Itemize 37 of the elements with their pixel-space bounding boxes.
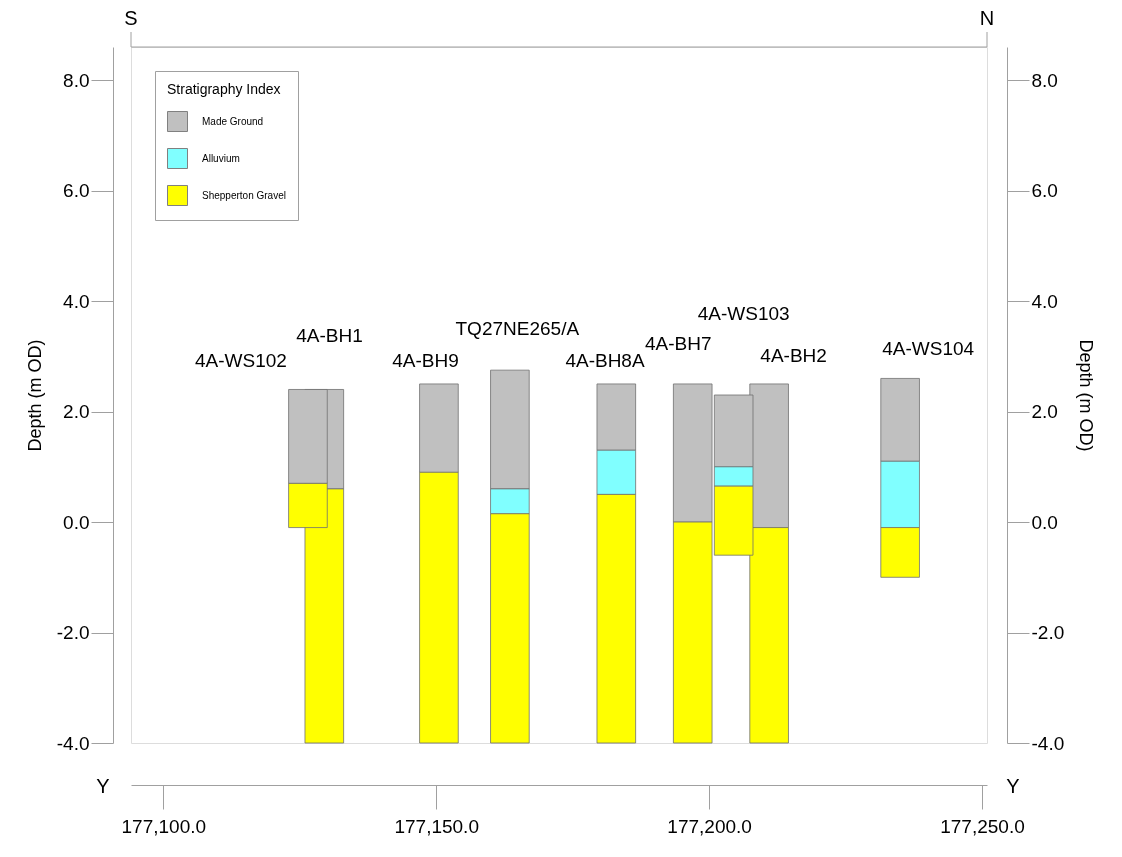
y2-tick-label: -4.0 xyxy=(1031,732,1065,754)
x-tick-label: 177,200.0 xyxy=(667,815,752,837)
legend-label: Shepperton Gravel xyxy=(202,189,286,201)
annotation: TQ27NE265/A xyxy=(455,318,580,340)
annotation: 4A-BH2 xyxy=(760,344,827,366)
y-tick-label: 6.0 xyxy=(63,180,90,202)
annotation: 4A-WS102 xyxy=(195,350,287,372)
legend-title: Stratigraphy Index xyxy=(167,81,281,97)
annotation: 4A-BH9 xyxy=(392,349,459,371)
y2-tick-label: 8.0 xyxy=(1031,69,1058,91)
text: Y xyxy=(96,775,110,797)
y-tick-label: -4.0 xyxy=(56,732,90,754)
x-tick-label: 177,250.0 xyxy=(940,815,1025,837)
legend-label: Alluvium xyxy=(202,152,240,164)
text: N xyxy=(979,7,995,29)
y2-tick-label: 4.0 xyxy=(1031,290,1058,312)
y-tick-label: 4.0 xyxy=(63,290,90,312)
y2-tick-label: -2.0 xyxy=(1031,622,1065,644)
text: Y xyxy=(1006,775,1020,797)
annotation: 4A-BH1 xyxy=(296,325,363,347)
annotation: 4A-BH8A xyxy=(565,349,645,371)
text: S xyxy=(124,7,138,29)
y-axis-title: Depth (m OD) xyxy=(24,339,45,452)
y2-tick-label: 0.0 xyxy=(1031,511,1058,533)
x-tick-label: 177,150.0 xyxy=(394,815,479,837)
annotation: 4A-WS104 xyxy=(882,338,975,360)
annotation: 4A-WS103 xyxy=(697,303,790,324)
y-tick-label: -2.0 xyxy=(56,622,90,644)
y2-axis-title: Depth (m OD) xyxy=(1076,339,1097,452)
y-tick-label: 8.0 xyxy=(63,69,90,91)
y2-tick-label: 2.0 xyxy=(1031,401,1058,423)
x-tick-label: 177,100.0 xyxy=(121,815,207,837)
legend-label: Made Ground xyxy=(202,115,264,127)
y2-tick-label: 6.0 xyxy=(1031,180,1058,202)
annotation: 4A-BH7 xyxy=(645,332,712,354)
y-tick-label: 0.0 xyxy=(63,511,90,533)
y-tick-label: 2.0 xyxy=(63,401,90,423)
